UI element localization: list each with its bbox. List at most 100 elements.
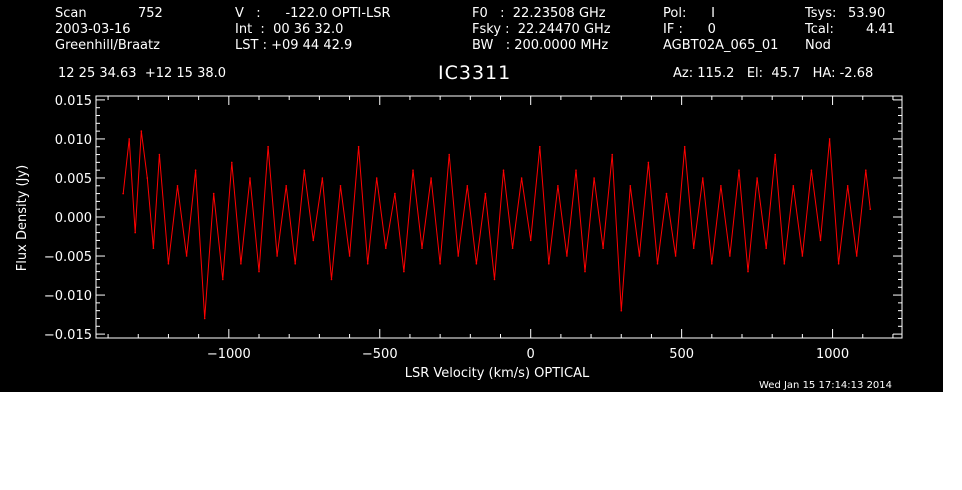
spectrum-point <box>837 263 840 265</box>
y-tick-label: 0.005 <box>55 172 92 187</box>
spectrum-point <box>756 177 758 179</box>
spectrum-point <box>810 169 813 171</box>
spectrum-point <box>656 263 659 265</box>
spectrum-point <box>222 278 224 281</box>
y-tick-label: 0.000 <box>55 211 92 226</box>
spectrum-point <box>203 317 206 320</box>
spectrum-point <box>711 263 713 265</box>
spectrum-point <box>231 161 233 164</box>
integration-line: Int : 00 36 32.0 <box>235 22 344 37</box>
spectrum-point <box>801 255 804 257</box>
y-tick-label: 0.010 <box>55 133 92 148</box>
spectrum-point <box>267 145 269 148</box>
spectrum-point <box>134 231 136 234</box>
spectrum-point <box>747 270 749 273</box>
spectrum-point <box>647 161 650 164</box>
az-el-ha: Az: 115.2 El: 45.7 HA: -2.68 <box>673 66 874 81</box>
if-line: IF : 0 <box>663 22 716 37</box>
spectrum-point <box>611 153 613 156</box>
spectrum-point <box>312 239 315 242</box>
spectrum-point <box>294 263 297 265</box>
observing-mode: Nod <box>805 38 831 53</box>
spectrum-point <box>152 247 155 249</box>
y-axis: 0.015 0.010 0.005 0.000 −0.005 −0.010 −0.015 <box>44 94 902 343</box>
spectrum-point <box>128 138 130 140</box>
spectrum-point <box>620 309 623 312</box>
y-tick-label: −0.010 <box>44 289 92 304</box>
spectrum-point <box>692 247 695 249</box>
spectrum-point <box>339 185 342 187</box>
spectrum-point <box>869 208 872 210</box>
timestamp: Wed Jan 15 17:14:13 2014 <box>759 380 893 391</box>
spectrum-point <box>846 185 849 187</box>
spectrum-point <box>276 255 278 257</box>
sky-frequency-line: Fsky : 22.24470 GHz <box>472 22 611 37</box>
spectrum-point <box>158 153 161 156</box>
tsys-value: 53.90 <box>848 6 886 21</box>
spectrum-point <box>385 247 387 249</box>
spectrum-point <box>566 255 568 257</box>
spectrum-point <box>729 255 731 257</box>
spectrum-point <box>783 263 786 265</box>
spectrum-point <box>765 247 767 249</box>
spectrum-point <box>258 270 260 273</box>
spectrum-point <box>665 192 668 195</box>
spectrum-point <box>602 247 604 249</box>
rest-frequency-line: F0 : 22.23508 GHz <box>472 6 606 21</box>
y-tick-label: −0.005 <box>44 250 92 265</box>
spectrum-point <box>321 177 324 179</box>
velocity-line: V : -122.0 OPTI-LSR <box>235 6 391 21</box>
spectrum-point <box>738 169 740 171</box>
spectrum-point <box>394 192 396 195</box>
spectrum-point <box>774 153 776 156</box>
x-tick-label: −1000 <box>207 347 251 362</box>
spectrum-point <box>702 177 704 179</box>
plot-panel: Scan 752 2003-03-16 Greenhill/Braatz V :… <box>0 0 943 392</box>
spectrum-point <box>819 239 822 242</box>
spectrum-point <box>539 145 541 148</box>
y-tick-label: 0.015 <box>55 94 92 109</box>
spectrum-point <box>792 185 795 187</box>
scan-value: 752 <box>138 6 163 21</box>
spectrum-point <box>430 177 432 179</box>
spectrum-point <box>285 185 288 187</box>
spectrum-point <box>584 270 586 273</box>
spectrum-point <box>366 263 369 265</box>
spectrum-point <box>502 169 505 171</box>
spectrum-point <box>493 278 496 281</box>
spectrum-point <box>185 255 188 257</box>
spectrum-point <box>122 192 124 195</box>
spectrum-point <box>466 185 469 187</box>
spectrum-point <box>375 177 378 179</box>
source-coordinates: 12 25 34.63 +12 15 38.0 <box>58 66 227 81</box>
polarization-line: Pol: I <box>663 6 715 21</box>
spectrum-point <box>146 177 149 179</box>
project-id: AGBT02A_065_01 <box>663 38 779 53</box>
y-axis-label: Flux Density (Jy) <box>15 165 30 271</box>
spectrum-point <box>828 138 831 140</box>
spectrum-point <box>249 177 251 179</box>
spectrum-point <box>330 278 333 281</box>
plot-frame <box>95 95 903 339</box>
spectrum-point <box>448 153 451 156</box>
spectrum-point <box>484 192 487 195</box>
x-axis: −1000 −500 0 500 1000 <box>107 96 894 362</box>
x-tick-label: 1000 <box>816 347 849 362</box>
spectrum-point <box>403 270 405 273</box>
x-tick-label: −500 <box>362 347 398 362</box>
spectrum-point <box>865 169 867 171</box>
spectrum-point <box>167 263 170 265</box>
spectrum-point <box>303 169 306 171</box>
source-name: IC3311 <box>438 62 512 84</box>
spectrum-point <box>548 263 550 265</box>
bandwidth-line: BW : 200.0000 MHz <box>472 38 609 53</box>
spectrum-point <box>593 177 595 179</box>
spectrum-point <box>412 169 414 171</box>
spectrum-point <box>475 263 478 265</box>
spectrum-point <box>629 185 632 187</box>
spectrum-point <box>511 247 514 249</box>
tsys-label: Tsys: <box>805 6 837 21</box>
spectrum-point <box>140 130 143 132</box>
spectrum-point <box>557 185 559 187</box>
spectrum-point <box>855 255 858 257</box>
